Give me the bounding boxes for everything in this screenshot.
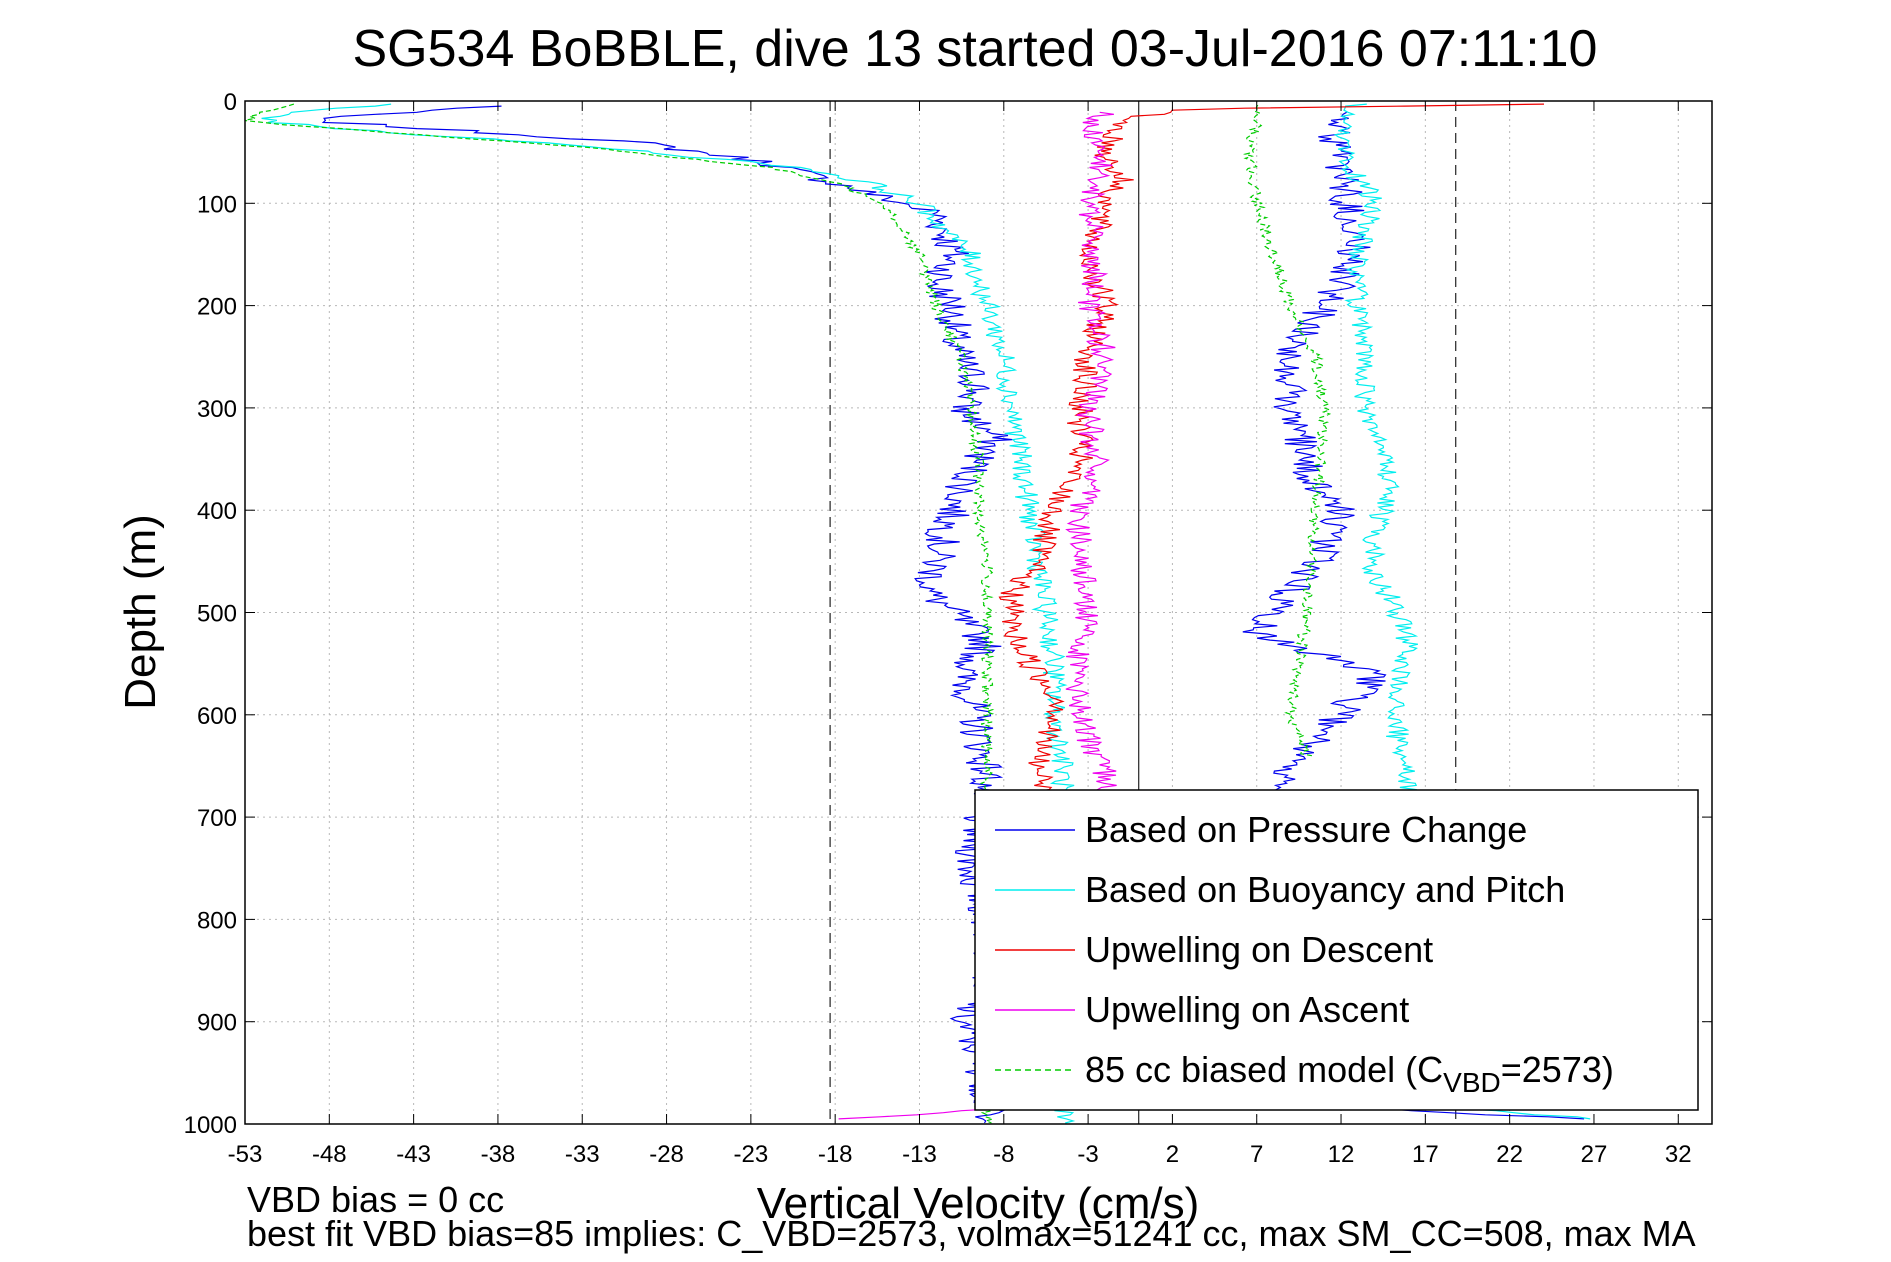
x-tick-label: -53 xyxy=(228,1141,263,1168)
x-tick-label: -3 xyxy=(1077,1141,1098,1168)
vbd-bias-note: VBD bias = 0 cc xyxy=(247,1179,504,1220)
y-tick-label: 600 xyxy=(197,703,237,730)
y-tick-label: 500 xyxy=(197,601,237,628)
series-line-2-down xyxy=(998,103,1545,817)
y-tick-label: 400 xyxy=(197,498,237,525)
legend-box xyxy=(974,789,1699,1111)
series-line-4-down xyxy=(245,103,996,1124)
legend-label: Upwelling on Ascent xyxy=(1085,989,1409,1030)
legend-label: Based on Pressure Change xyxy=(1085,809,1527,850)
x-tick-label: -13 xyxy=(902,1141,937,1168)
x-tick-label: 22 xyxy=(1496,1141,1523,1168)
series-line-1-down xyxy=(261,103,1077,1124)
y-tick-label: 900 xyxy=(197,1010,237,1037)
y-tick-label: 200 xyxy=(197,294,237,321)
series-line-4-up xyxy=(1242,104,1332,757)
x-tick-label: -48 xyxy=(312,1141,347,1168)
chart-title: SG534 BoBBLE, dive 13 started 03-Jul-201… xyxy=(353,20,1598,78)
x-tick-label: 7 xyxy=(1250,1141,1263,1168)
y-axis-label: Depth (m) xyxy=(116,514,165,710)
legend: Based on Pressure Change Based on Buoyanc… xyxy=(974,789,1699,1111)
y-tick-label: 300 xyxy=(197,396,237,423)
legend-label: 85 cc biased model (CVBD=2573) xyxy=(1085,1049,1614,1098)
legend-label: Upwelling on Descent xyxy=(1085,929,1433,970)
x-tick-label: 32 xyxy=(1665,1141,1692,1168)
x-tick-label: -33 xyxy=(565,1141,600,1168)
x-tick-label: -18 xyxy=(818,1141,853,1168)
y-tick-label: 800 xyxy=(197,907,237,934)
legend-label: Based on Buoyancy and Pitch xyxy=(1085,869,1565,910)
series-line-0-down xyxy=(321,105,1013,1124)
x-tick-label: -28 xyxy=(649,1141,684,1168)
x-tick-label: -38 xyxy=(481,1141,516,1168)
x-axis-label: Vertical Velocity (cm/s) xyxy=(757,1179,1200,1228)
y-tick-label: 1000 xyxy=(184,1112,237,1139)
x-tick-label: -23 xyxy=(734,1141,769,1168)
y-tick-label: 0 xyxy=(224,89,237,116)
y-tick-label: 100 xyxy=(197,191,237,218)
x-tick-label: 12 xyxy=(1328,1141,1355,1168)
x-tick-label: 2 xyxy=(1166,1141,1179,1168)
y-tick-label: 700 xyxy=(197,805,237,832)
x-tick-label: -8 xyxy=(993,1141,1014,1168)
x-tick-label: -43 xyxy=(396,1141,431,1168)
x-tick-label: 17 xyxy=(1412,1141,1439,1168)
best-fit-note: best fit VBD bias=85 implies: C_VBD=2573… xyxy=(247,1213,1696,1254)
x-tick-label: 27 xyxy=(1581,1141,1608,1168)
axis-ticks: -53 -48 -43 -38 -33 -28 -23 -18 -13 -8 -3 2 7 12 17 22 2… xyxy=(184,89,1712,1168)
